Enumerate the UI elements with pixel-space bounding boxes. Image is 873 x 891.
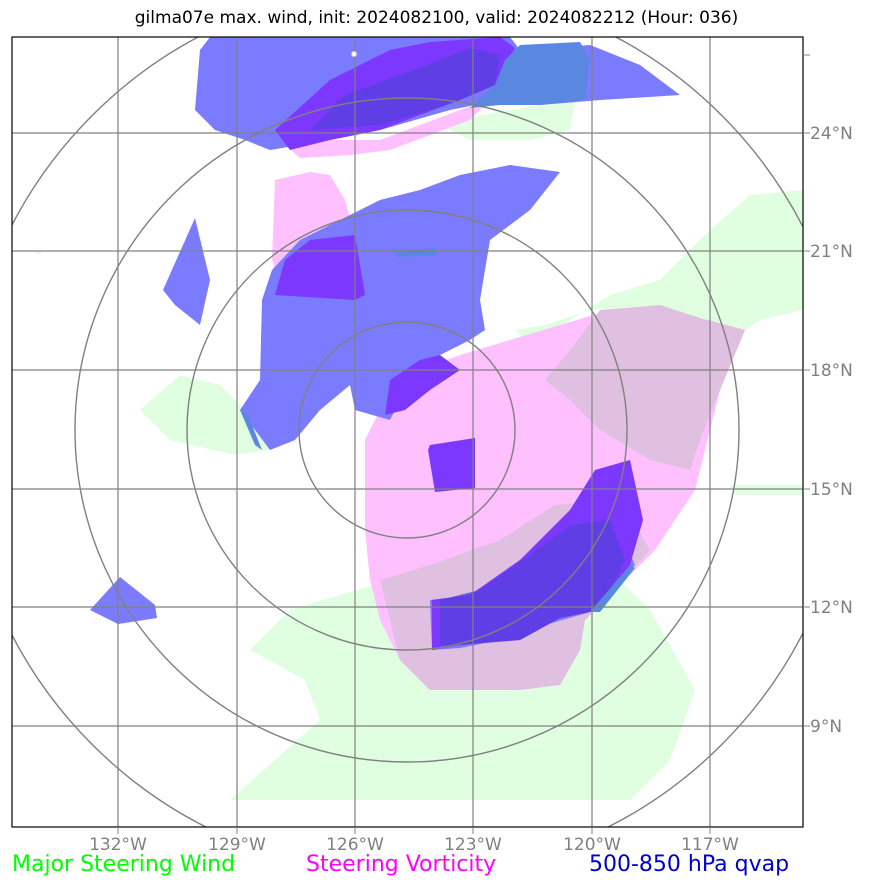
steering-wind-area <box>730 485 803 495</box>
map-title: gilma07e max. wind, init: 2024082100, va… <box>134 8 739 28</box>
qvap-mid-area <box>590 565 635 612</box>
lat-tick-label: 21°N <box>810 242 853 262</box>
lon-tick-label: 126°W <box>326 835 384 855</box>
qvap-deep-area <box>440 520 625 645</box>
overlap-area <box>545 305 745 470</box>
lat-tick-label: 9°N <box>810 717 842 737</box>
lon-tick-label: 120°W <box>563 835 621 855</box>
legend-steering-wind: Major Steering Wind <box>12 852 236 877</box>
lat-tick-label: 18°N <box>810 361 853 381</box>
lon-tick-label: 129°W <box>208 835 266 855</box>
steering-wind-area <box>440 100 575 140</box>
qvap-area <box>240 165 560 450</box>
qvap-deep-area <box>310 48 500 130</box>
steering-vorticity-area <box>275 100 490 158</box>
gridlines <box>12 37 803 827</box>
qvap-mid-area <box>470 42 590 108</box>
qvap-area <box>90 577 157 624</box>
qvap-mid-area <box>395 248 437 257</box>
lat-tick-label: 12°N <box>810 598 853 618</box>
legend-steering-vorticity: Steering Vorticity <box>306 852 497 877</box>
storm-center-marker <box>351 51 357 57</box>
qvap-mid-layer <box>240 42 635 612</box>
qvap-dark-area <box>428 438 475 492</box>
qvap-mid-area <box>240 410 262 450</box>
map-frame <box>11 36 804 828</box>
range-ring <box>74 97 740 763</box>
range-ring <box>298 321 516 539</box>
legend-qvap: 500-850 hPa qvap <box>589 852 790 877</box>
range-rings <box>12 37 803 827</box>
lat-tick-label: 15°N <box>810 480 853 500</box>
lon-tick-label: 123°W <box>444 835 502 855</box>
lon-tick-label: 132°W <box>89 835 147 855</box>
qvap-area <box>163 218 210 325</box>
tick-marks <box>117 54 810 834</box>
steering-wind-area <box>515 190 803 370</box>
lat-tick-label: 24°N <box>810 124 853 144</box>
qvap-deep-layer <box>310 48 625 645</box>
range-ring <box>186 209 628 651</box>
lon-tick-label: 117°W <box>681 835 739 855</box>
